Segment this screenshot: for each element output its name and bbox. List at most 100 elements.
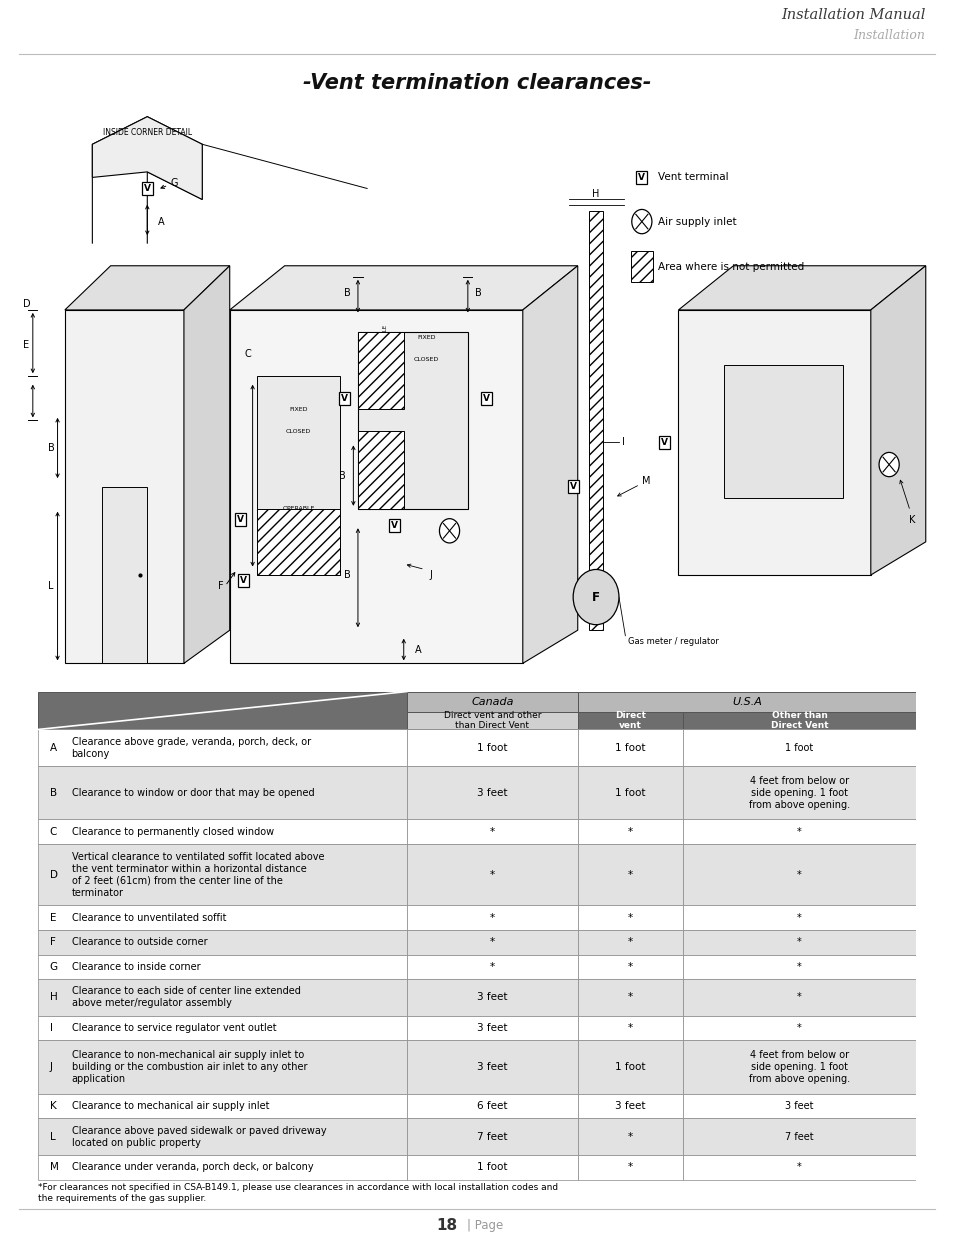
Text: *: *	[797, 913, 801, 923]
Text: 7 feet: 7 feet	[784, 1131, 813, 1141]
Text: *: *	[627, 913, 633, 923]
Text: C: C	[50, 826, 57, 837]
Text: Other than
Direct Vent: Other than Direct Vent	[770, 711, 827, 730]
Text: *: *	[627, 937, 633, 947]
Text: *: *	[797, 937, 801, 947]
Bar	[682, 713, 915, 730]
Bar	[38, 1040, 406, 1094]
Bar	[406, 692, 578, 713]
Bar	[682, 1155, 915, 1179]
Polygon shape	[92, 116, 202, 200]
Text: OPERABLE: OPERABLE	[382, 324, 388, 352]
Text: Direct vent and other
than Direct Vent: Direct vent and other than Direct Vent	[443, 711, 540, 730]
Bar	[578, 713, 682, 730]
Circle shape	[439, 519, 459, 543]
Text: V: V	[240, 576, 247, 585]
Text: *: *	[627, 962, 633, 972]
Polygon shape	[65, 266, 230, 310]
Circle shape	[878, 452, 899, 477]
Bar	[38, 1118, 406, 1155]
Bar	[578, 1016, 682, 1040]
Polygon shape	[678, 310, 870, 576]
Bar	[406, 844, 578, 905]
Text: B: B	[50, 788, 56, 798]
Text: V: V	[237, 515, 244, 525]
Text: OPERABLE: OPERABLE	[282, 506, 314, 511]
Text: E: E	[23, 341, 30, 351]
Text: A: A	[50, 743, 56, 753]
Polygon shape	[678, 266, 924, 310]
Bar	[578, 955, 682, 979]
Text: Clearance to service regulator vent outlet: Clearance to service regulator vent outl…	[71, 1023, 275, 1034]
Bar	[406, 979, 578, 1016]
Text: V: V	[482, 394, 489, 403]
Bar	[682, 766, 915, 820]
Bar	[682, 730, 915, 766]
Polygon shape	[870, 266, 924, 576]
Bar	[38, 820, 406, 844]
Text: I: I	[621, 437, 624, 447]
Text: Vent terminal: Vent terminal	[658, 173, 728, 183]
Bar	[357, 332, 467, 509]
Text: Clearance to mechanical air supply inlet: Clearance to mechanical air supply inlet	[71, 1100, 269, 1112]
Text: Area where is not permitted: Area where is not permitted	[658, 262, 803, 272]
Bar	[578, 730, 682, 766]
Text: B: B	[343, 288, 350, 299]
Bar	[338, 391, 350, 405]
Bar	[406, 1094, 578, 1118]
Bar	[38, 844, 406, 905]
Bar	[682, 930, 915, 955]
Bar	[578, 692, 915, 713]
Text: *: *	[797, 962, 801, 972]
Bar	[38, 979, 406, 1016]
Text: Clearance above grade, veranda, porch, deck, or
balcony: Clearance above grade, veranda, porch, d…	[71, 737, 311, 758]
Text: Installation Manual: Installation Manual	[781, 9, 924, 22]
Text: D: D	[23, 299, 30, 310]
Text: I: I	[50, 1023, 52, 1034]
Bar	[682, 844, 915, 905]
Text: U.S.A: U.S.A	[731, 697, 761, 706]
Text: F: F	[217, 580, 223, 592]
Text: 6 feet: 6 feet	[476, 1100, 507, 1112]
Text: 1 foot: 1 foot	[476, 743, 507, 753]
Text: *: *	[489, 937, 495, 947]
Text: H: H	[592, 189, 599, 199]
Bar	[235, 514, 246, 526]
Text: 1 foot: 1 foot	[615, 743, 645, 753]
Bar	[682, 979, 915, 1016]
Text: B: B	[338, 471, 345, 480]
Bar	[636, 170, 647, 184]
Text: INSIDE CORNER DETAIL: INSIDE CORNER DETAIL	[103, 127, 192, 137]
Text: A: A	[415, 645, 421, 655]
Text: B: B	[475, 288, 481, 299]
Text: V: V	[340, 394, 347, 403]
Text: *: *	[627, 869, 633, 879]
Bar	[357, 332, 403, 409]
Bar	[406, 905, 578, 930]
Text: CLOSED: CLOSED	[286, 429, 311, 433]
Text: *: *	[489, 869, 495, 879]
Text: Clearance to window or door that may be opened: Clearance to window or door that may be …	[71, 788, 314, 798]
Bar	[578, 930, 682, 955]
Text: *: *	[489, 826, 495, 837]
Text: *: *	[627, 826, 633, 837]
Bar	[406, 1040, 578, 1094]
Bar	[723, 366, 842, 498]
Bar	[682, 1016, 915, 1040]
Text: Air supply inlet: Air supply inlet	[658, 216, 736, 226]
Circle shape	[573, 569, 618, 625]
Text: Clearance to each side of center line extended
above meter/regulator assembly: Clearance to each side of center line ex…	[71, 987, 300, 1009]
Text: *: *	[489, 962, 495, 972]
Text: *: *	[627, 993, 633, 1003]
Bar	[578, 820, 682, 844]
Text: 1 foot: 1 foot	[615, 1062, 645, 1072]
Text: 18: 18	[436, 1218, 457, 1234]
Text: *: *	[627, 1023, 633, 1034]
Bar	[682, 955, 915, 979]
Text: V: V	[391, 521, 397, 530]
Bar	[406, 955, 578, 979]
Bar	[38, 1016, 406, 1040]
Circle shape	[631, 210, 651, 233]
Text: V: V	[144, 184, 151, 193]
Text: M: M	[641, 477, 650, 487]
